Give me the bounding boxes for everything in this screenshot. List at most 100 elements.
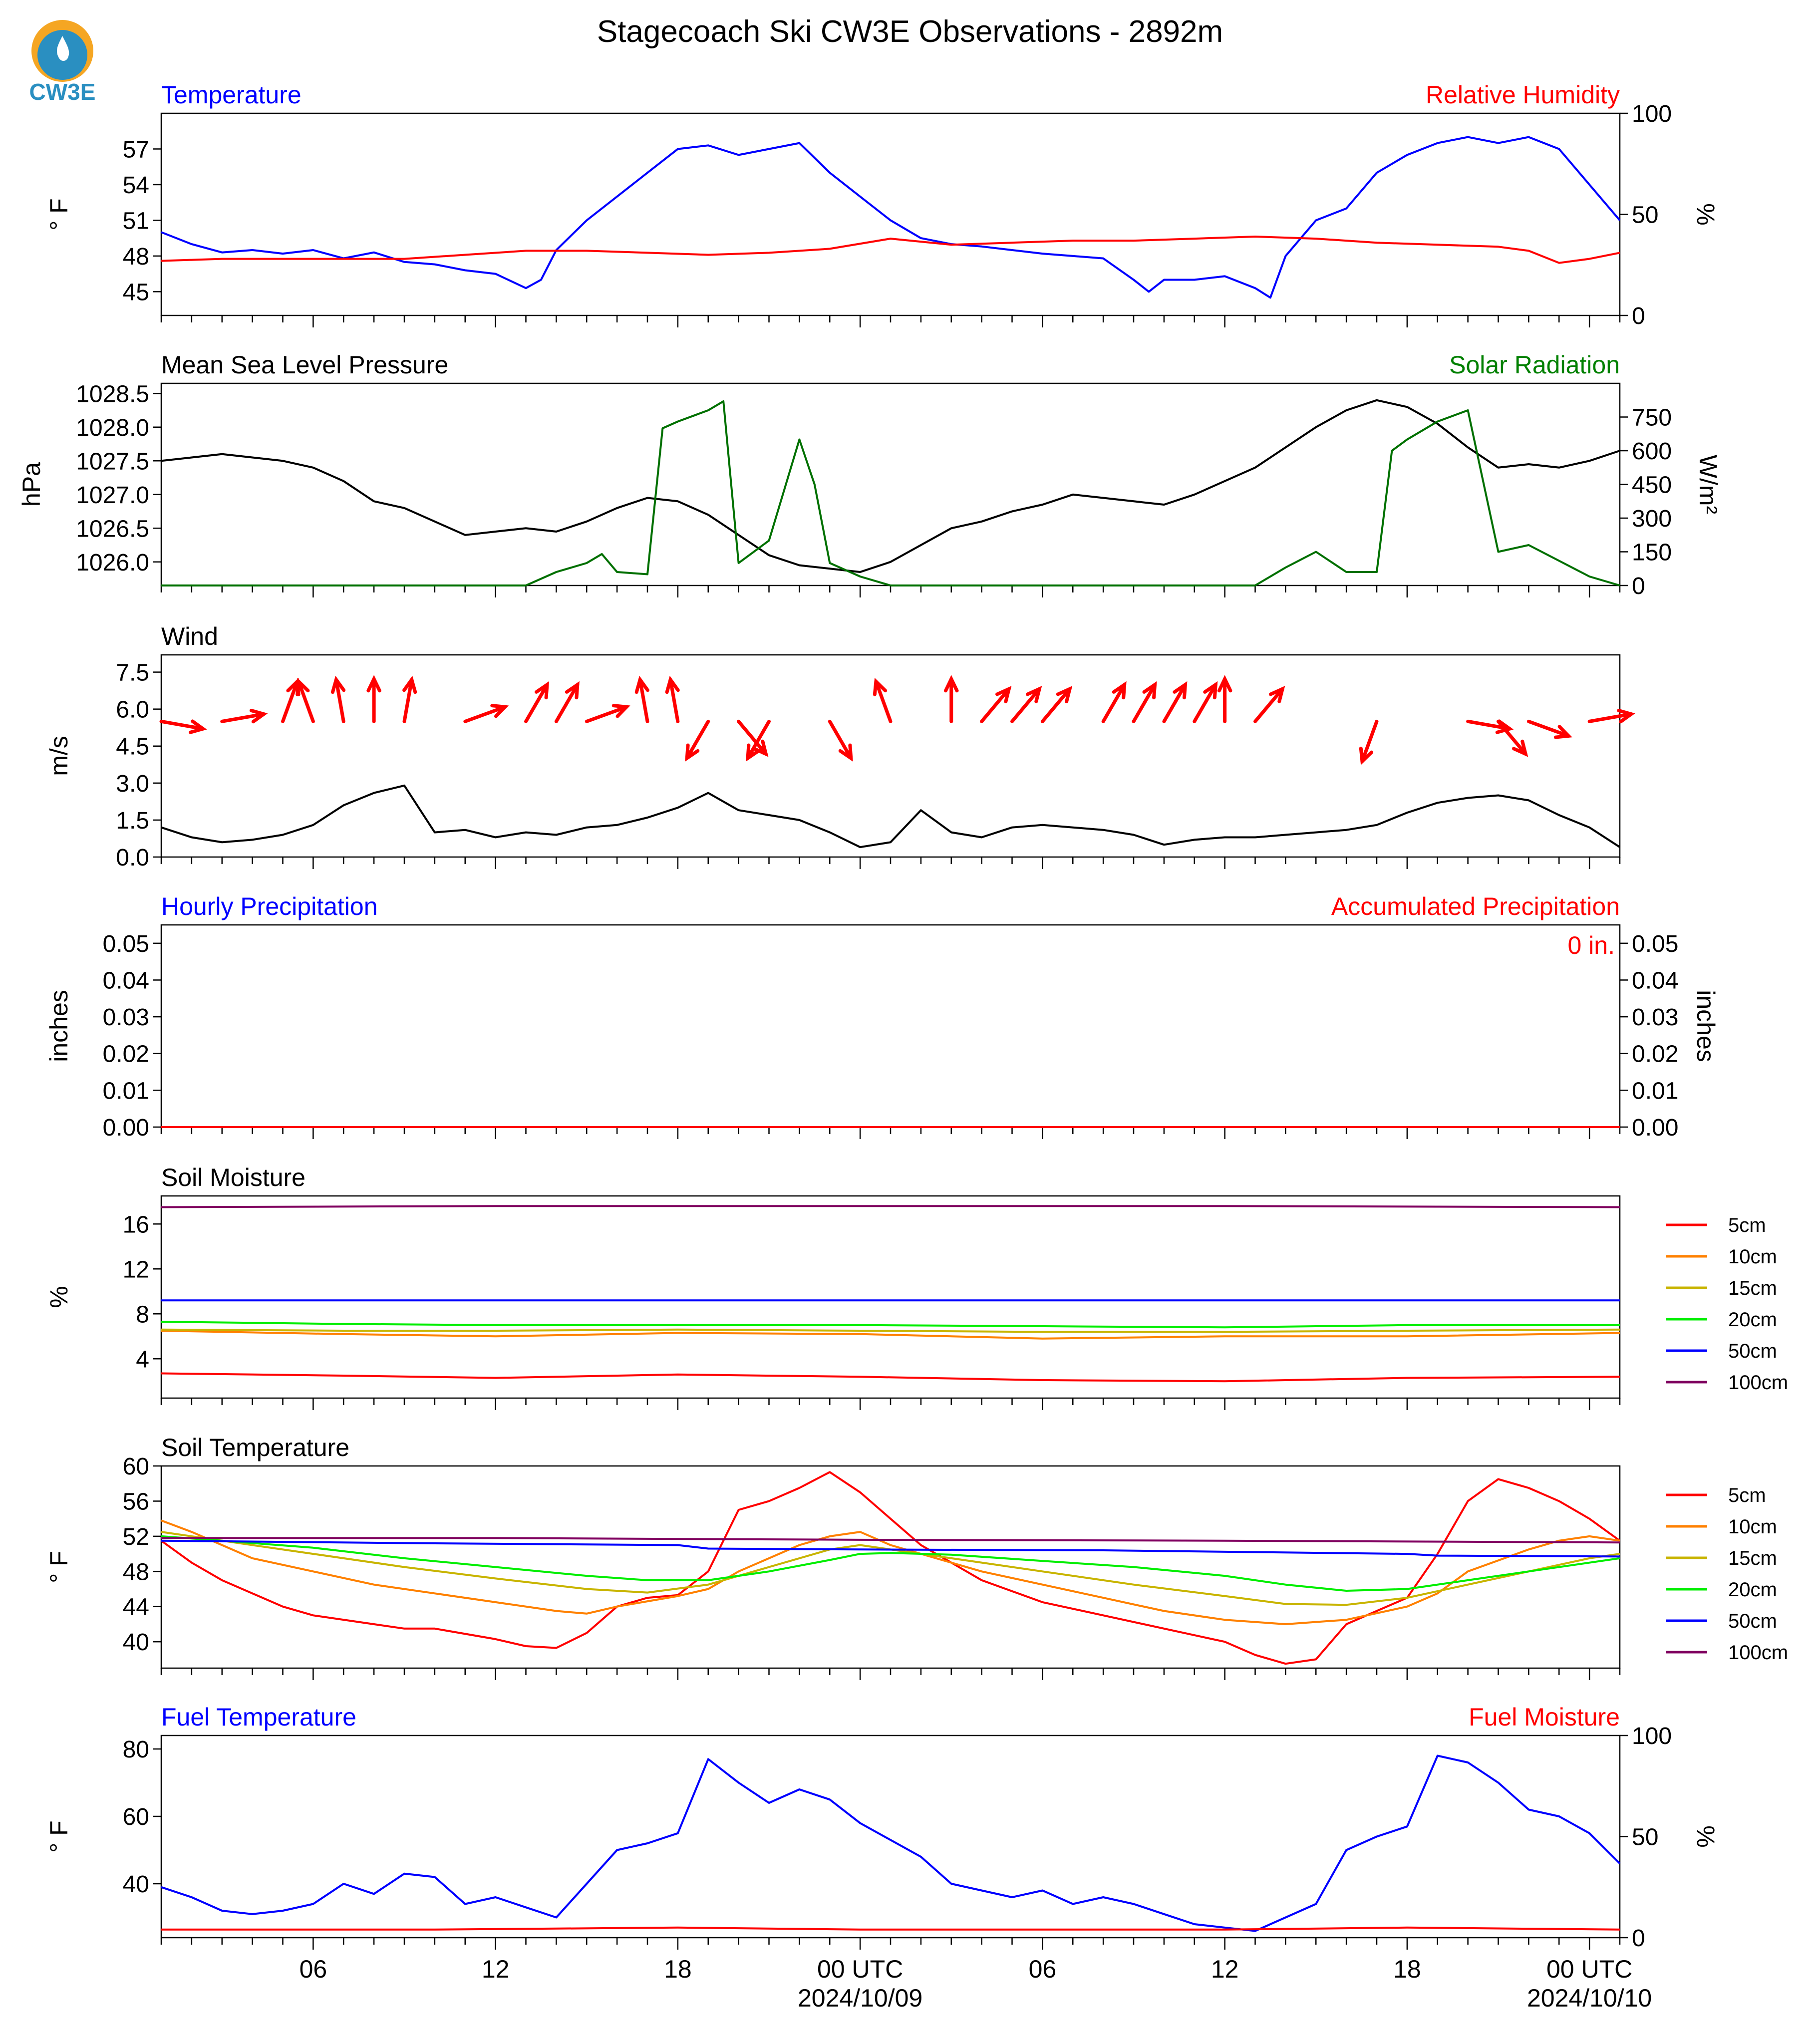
wind-arrow: [980, 686, 1012, 723]
wind-arrow: [463, 704, 509, 723]
figure-title: Stagecoach Ski CW3E Observations - 2892m: [597, 14, 1223, 49]
cw3e-logo: CW3E: [29, 20, 95, 105]
wind-arrow-head: [943, 675, 959, 693]
series-line-right: [161, 1926, 1620, 1931]
plot-frame: [160, 1465, 1621, 1669]
right-title: Fuel Moisture: [1469, 1703, 1620, 1731]
wind-arrow: [1526, 719, 1572, 739]
legend-label: 100cm: [1728, 1642, 1788, 1664]
wind-arrow-head: [745, 743, 760, 762]
series-line-right: [161, 236, 1620, 264]
x-tick-label: 00 UTC: [817, 1955, 903, 1983]
right-title: Relative Humidity: [1426, 81, 1620, 109]
y-tick-label: 0.03: [103, 1004, 149, 1031]
y-tick-label: 0.04: [103, 967, 149, 994]
y2-axis-label: %: [1692, 203, 1720, 225]
x-tick-label: 18: [1393, 1955, 1421, 1983]
y2-tick-label: 0.00: [1632, 1115, 1678, 1141]
y2-tick-label: 0.05: [1632, 931, 1678, 957]
series-line-right: [161, 400, 1620, 586]
legend-label: 10cm: [1728, 1516, 1777, 1538]
wind-arrow: [745, 719, 771, 762]
wind-arrow: [366, 675, 381, 723]
wind-arrow: [1162, 681, 1188, 723]
wind-arrow-shaft: [1526, 719, 1570, 738]
wind-arrow-head: [1359, 746, 1374, 765]
plot-frame: [160, 1735, 1621, 1939]
y2-tick-label: 0: [1632, 573, 1645, 599]
wind-arrow-head: [995, 686, 1012, 703]
wind-arrow-head: [565, 681, 580, 700]
wind-arrow-head: [1268, 686, 1285, 703]
wind-arrow: [1217, 675, 1232, 723]
wind-arrow: [943, 675, 959, 723]
wind-arrow-head: [1553, 725, 1572, 739]
y-tick-label: 51: [123, 208, 149, 234]
wind-arrow-head: [1617, 709, 1635, 724]
logo-drop-icon: [57, 36, 69, 61]
wind-arrow-shaft: [297, 679, 315, 723]
y2-axis-label: %: [1692, 1825, 1720, 1847]
wind-arrow-head: [330, 675, 346, 694]
wind-arrow-head: [1112, 681, 1127, 700]
legend-label: 50cm: [1728, 1610, 1777, 1632]
wind-arrow-shaft: [828, 719, 853, 760]
wind-arrow-head: [402, 675, 417, 694]
wind-arrow-shaft: [1360, 719, 1379, 763]
plot-frame: [160, 654, 1621, 858]
panel-soil_moisture: Soil Moisture 4 8 12 16%: [45, 1163, 1621, 1410]
left-title: Fuel Temperature: [161, 1703, 356, 1731]
y-tick-label: 0.0: [116, 845, 149, 871]
plot-frame: [160, 924, 1621, 1128]
wind-arrow: [1040, 686, 1073, 723]
wind-arrow-head: [1142, 681, 1157, 700]
y-tick-label: 1026.5: [76, 516, 149, 542]
wind-arrow: [1132, 681, 1157, 723]
y2-tick-label: 750: [1632, 405, 1672, 431]
legend-label: 5cm: [1728, 1484, 1766, 1506]
wind-arrow-head: [1217, 675, 1232, 693]
plot-frame: [160, 1195, 1621, 1399]
series-line-100cm: [161, 1537, 1620, 1544]
y-tick-label: 7.5: [116, 660, 149, 686]
wind-arrow-shaft: [1193, 683, 1217, 723]
left-title: Hourly Precipitation: [161, 892, 378, 920]
wind-arrow: [1497, 719, 1528, 757]
y2-tick-label: 300: [1632, 506, 1672, 532]
y-tick-label: 1028.5: [76, 381, 149, 407]
wind-arrow-head: [535, 681, 550, 700]
y2-tick-label: 0: [1632, 1925, 1645, 1952]
y2-tick-label: 450: [1632, 472, 1672, 499]
legend-label: 10cm: [1728, 1246, 1777, 1268]
legend-label: 5cm: [1728, 1214, 1766, 1236]
y-tick-label: 40: [123, 1871, 149, 1898]
wind-arrow: [524, 681, 550, 723]
wind-arrow: [1253, 686, 1285, 723]
y-tick-label: 45: [123, 279, 149, 305]
wind-arrow-head: [665, 675, 680, 694]
x-date-label: 2024/10/10: [1527, 1984, 1652, 2012]
wind-arrow-shaft: [334, 678, 345, 723]
wind-arrow-shaft: [554, 683, 580, 723]
y-tick-label: 40: [123, 1629, 149, 1656]
panel-mslp_solar: Mean Sea Level Pressure Solar Radiation 10…: [17, 351, 1722, 599]
series-line-left: [161, 1754, 1621, 1932]
wind-arrow-head: [838, 743, 853, 762]
y-tick-label: 6.0: [116, 697, 149, 723]
wind-arrow-head: [1495, 719, 1514, 734]
wind-arrow: [296, 677, 315, 723]
series-line-left: [161, 136, 1621, 299]
wind-arrow-shaft: [585, 705, 628, 723]
wind-arrow-shaft: [1162, 683, 1187, 723]
legend-label: 20cm: [1728, 1579, 1777, 1601]
y-axis-label: inches: [45, 990, 73, 1062]
wind-arrow-shaft: [638, 678, 649, 723]
wind-arrow-shaft: [1101, 683, 1127, 723]
wind-arrow-head: [611, 704, 630, 718]
series-line-15cm: [161, 1328, 1620, 1333]
wind-arrow-shaft: [1253, 687, 1284, 723]
wind-arrow-head: [873, 677, 888, 696]
wind-arrow-head: [189, 719, 207, 734]
y-axis-label: ° F: [45, 198, 73, 230]
